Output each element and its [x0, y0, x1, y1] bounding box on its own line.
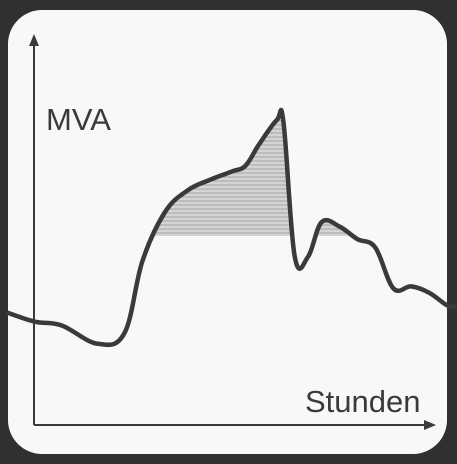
load-curve-line	[5, 107, 457, 348]
x-axis-label: Stunden	[305, 384, 421, 419]
y-axis-arrow	[29, 34, 39, 46]
y-axis-label: MVA	[46, 102, 111, 137]
x-axis-arrow	[424, 420, 436, 430]
